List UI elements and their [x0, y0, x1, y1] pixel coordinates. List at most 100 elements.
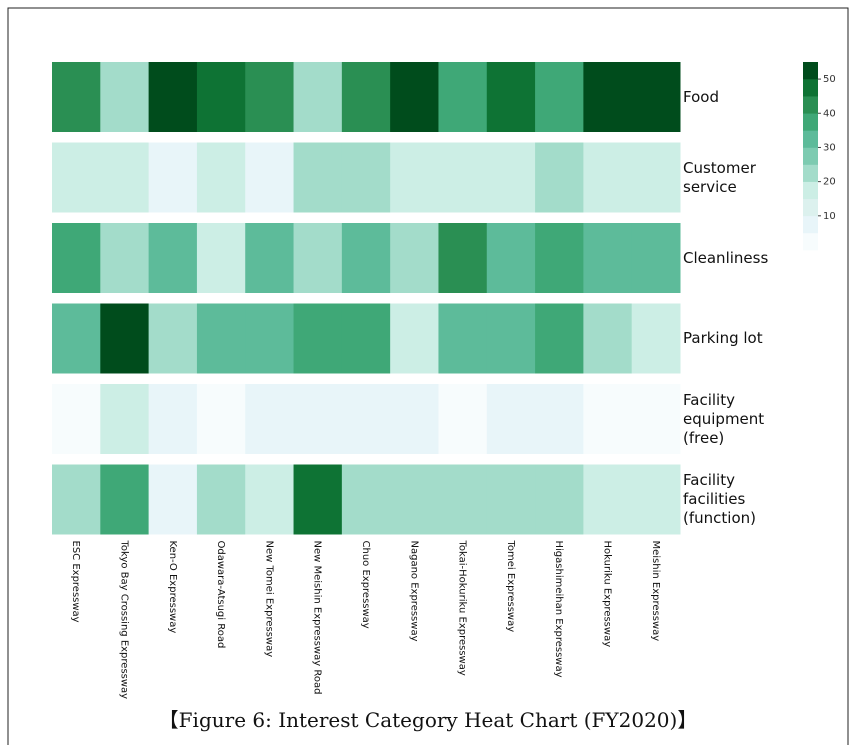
- heat-cell: [438, 62, 488, 132]
- heat-cell: [631, 464, 681, 535]
- heat-cell: [100, 62, 150, 132]
- heat-cell: [293, 464, 343, 535]
- heat-cell: [245, 62, 295, 132]
- heat-cell: [438, 464, 488, 535]
- column-label: Odawara-Atsugi Road: [215, 541, 226, 649]
- heat-cell: [148, 142, 198, 213]
- heat-cell: [293, 142, 343, 213]
- colorbar-tick-label: 20: [823, 177, 836, 188]
- heat-cell: [583, 62, 633, 132]
- heat-cell: [390, 384, 439, 454]
- colorbar-swatch: [803, 232, 818, 251]
- heat-cell: [535, 303, 584, 374]
- heat-cell: [100, 384, 150, 454]
- heat-cell: [52, 384, 101, 454]
- column-label: Hokuriku Expressway: [602, 541, 613, 648]
- heat-cell: [390, 464, 439, 535]
- heat-cell: [196, 464, 246, 535]
- heat-cell: [245, 303, 295, 374]
- colorbar-swatch: [803, 79, 818, 97]
- column-label: Chuo Expressway: [360, 541, 371, 629]
- heat-cell: [52, 223, 101, 293]
- heat-cell: [535, 62, 584, 132]
- column-label: New Meishin Expressway Road: [312, 541, 323, 695]
- frame: [7, 7, 849, 745]
- heat-cell: [535, 464, 584, 535]
- heat-cell: [52, 62, 101, 132]
- heat-cell: [341, 223, 391, 293]
- heat-cell: [148, 303, 198, 374]
- heat-cell: [583, 384, 633, 454]
- heat-cell: [196, 223, 246, 293]
- heat-cell: [52, 464, 101, 535]
- row-label: Parking lot: [683, 329, 763, 347]
- heat-cell: [245, 223, 295, 293]
- heat-cell: [438, 142, 488, 213]
- column-label: New Tomei Expressway: [263, 541, 274, 658]
- column-label: ESC Expressway: [70, 541, 81, 623]
- colorbar-swatch: [803, 130, 818, 148]
- heat-cell: [293, 223, 343, 293]
- colorbar-swatch: [803, 113, 818, 131]
- heat-cell: [631, 223, 681, 293]
- heat-cell: [52, 303, 101, 374]
- heat-cell: [293, 384, 343, 454]
- column-label: Nagano Expressway: [408, 541, 419, 642]
- colorbar-swatch: [803, 147, 818, 165]
- heat-cell: [245, 384, 295, 454]
- heat-cell: [341, 62, 391, 132]
- heat-cell: [100, 464, 150, 535]
- heat-cell: [196, 384, 246, 454]
- heat-cell: [390, 62, 439, 132]
- heat-cell: [245, 142, 295, 213]
- colorbar-swatch: [803, 215, 818, 234]
- heat-cell: [486, 464, 536, 535]
- row-label: Facility facilities (function): [683, 471, 756, 527]
- heat-cell: [438, 384, 488, 454]
- heat-cell: [583, 223, 633, 293]
- heat-cell: [148, 62, 198, 132]
- heat-cell: [341, 303, 391, 374]
- heat-cell: [148, 384, 198, 454]
- heat-cell: [245, 464, 295, 535]
- row-label: Food: [683, 87, 719, 106]
- colorbar-swatch: [803, 96, 818, 114]
- heat-cell: [486, 303, 536, 374]
- heat-cell: [341, 464, 391, 535]
- heat-cell: [148, 223, 198, 293]
- heat-cell: [196, 142, 246, 213]
- column-label: Tokai-Hokuriku Expressway: [457, 540, 468, 676]
- heat-cell: [535, 223, 584, 293]
- heat-cell: [486, 223, 536, 293]
- column-label: Tokyo Bay Crossing Expressway: [118, 540, 129, 700]
- heat-cell: [293, 303, 343, 374]
- colorbar-swatch: [803, 164, 818, 182]
- heat-cell: [293, 62, 343, 132]
- heat-cell: [100, 223, 150, 293]
- heat-cell: [100, 142, 150, 213]
- heat-cell: [486, 62, 536, 132]
- colorbar-tick-label: 50: [823, 74, 836, 85]
- caption: 【Figure 6: Interest Category Heat Chart …: [158, 708, 698, 732]
- heat-cell: [486, 384, 536, 454]
- heat-cell: [535, 384, 584, 454]
- column-label: Tomei Expressway: [505, 540, 516, 633]
- heat-cell: [631, 62, 681, 132]
- heat-cell: [52, 142, 101, 213]
- heat-cell: [583, 464, 633, 535]
- colorbar-tick-label: 40: [823, 108, 836, 119]
- heat-cell: [196, 303, 246, 374]
- heat-cell: [341, 142, 391, 213]
- heat-cell: [196, 62, 246, 132]
- heat-cell: [631, 303, 681, 374]
- heat-cell: [583, 303, 633, 374]
- colorbar-tick-label: 10: [823, 211, 836, 222]
- colorbar-swatch: [803, 62, 818, 80]
- heat-cell: [438, 223, 488, 293]
- colorbar-tick-label: 30: [823, 142, 836, 153]
- column-label: Meishin Expressway: [650, 541, 661, 642]
- heat-cell: [631, 142, 681, 213]
- heat-cell: [100, 303, 150, 374]
